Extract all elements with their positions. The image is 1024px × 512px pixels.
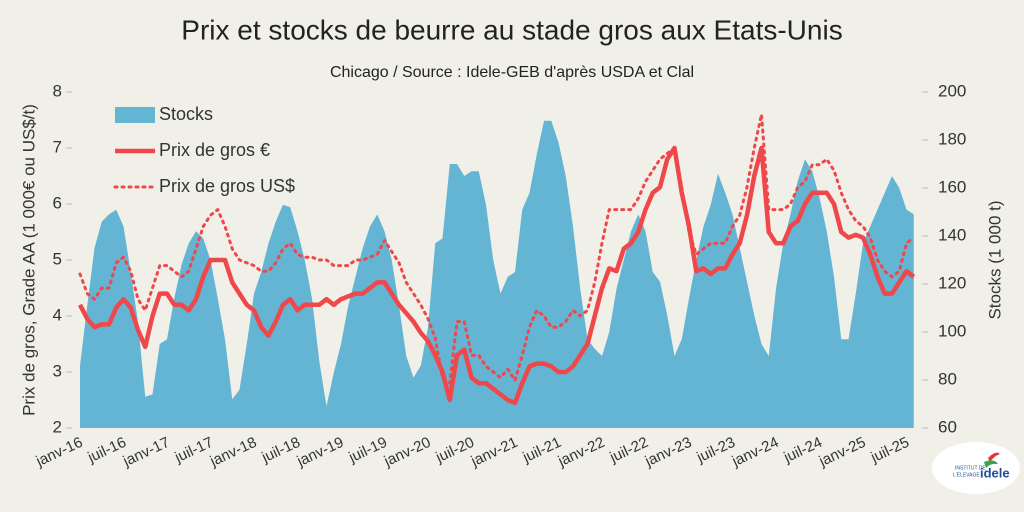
y-tick-label: 4: [53, 305, 62, 324]
x-tick-label: juil-23: [693, 434, 737, 467]
y2-tick-label: 140: [938, 225, 966, 244]
logo: INSTITUT DE L'ÉLEVAGE idele: [932, 442, 1020, 494]
y-tick-label: 5: [53, 249, 62, 268]
x-tick-label: juil-24: [780, 434, 824, 467]
legend-swatch: [115, 107, 155, 123]
x-tick-label: janv-22: [555, 434, 608, 471]
legend-label: Prix de gros €: [159, 140, 270, 160]
y-tick-label: 3: [53, 361, 62, 380]
y2-tick-label: 100: [938, 321, 966, 340]
y2-tick-label: 120: [938, 273, 966, 292]
chart-title: Prix et stocks de beurre au stade gros a…: [181, 14, 842, 45]
y-axis-label: Prix de gros, Grade AA (1 000€ ou US$/t): [19, 104, 38, 416]
x-tick-label: janv-21: [468, 434, 521, 471]
y2-tick-label: 80: [938, 369, 957, 388]
x-tick-label: juil-20: [432, 434, 476, 467]
stocks-area: [80, 120, 914, 429]
logo-text: INSTITUT DE: [955, 465, 986, 471]
x-tick-label: janv-23: [642, 434, 695, 471]
x-tick-label: janv-20: [381, 434, 434, 471]
x-tick-label: juil-16: [84, 434, 128, 467]
y2-tick-label: 200: [938, 81, 966, 100]
y-tick-label: 6: [53, 193, 62, 212]
logo-leaf: [988, 452, 1000, 462]
logo-text: L'ÉLEVAGE: [953, 471, 980, 478]
y2-tick-label: 180: [938, 129, 966, 148]
y2-tick-label: 60: [938, 417, 957, 436]
plot-area: [78, 112, 916, 429]
x-tick-label: janv-25: [816, 434, 869, 471]
x-tick-label: juil-19: [345, 434, 389, 467]
y-tick-label: 2: [53, 417, 62, 436]
legend-label: Prix de gros US$: [159, 176, 295, 196]
x-tick-label: juil-21: [519, 434, 563, 467]
y-tick-label: 8: [53, 81, 62, 100]
logo-leaf: [984, 460, 998, 468]
y2-tick-label: 160: [938, 177, 966, 196]
price-eur-line: [78, 145, 916, 406]
x-tick-label: janv-18: [207, 434, 260, 471]
legend-label: Stocks: [159, 104, 213, 124]
logo-badge: [932, 442, 1020, 494]
price-usd-line: [78, 112, 916, 385]
x-tick-label: juil-18: [258, 434, 302, 467]
x-tick-label: janv-19: [294, 434, 347, 471]
x-tick-label: janv-16: [33, 434, 86, 471]
x-tick-label: juil-25: [867, 434, 911, 467]
chart-subtitle: Chicago / Source : Idele-GEB d'après USD…: [330, 64, 694, 81]
x-tick-label: janv-17: [120, 434, 173, 471]
x-tick-label: janv-24: [729, 434, 782, 471]
y2-axis-label: Stocks (1 000 t): [985, 200, 1004, 319]
logo-name: idele: [980, 465, 1010, 480]
y-tick-label: 7: [53, 137, 62, 156]
x-tick-label: juil-22: [606, 434, 650, 467]
x-tick-label: juil-17: [171, 434, 215, 467]
